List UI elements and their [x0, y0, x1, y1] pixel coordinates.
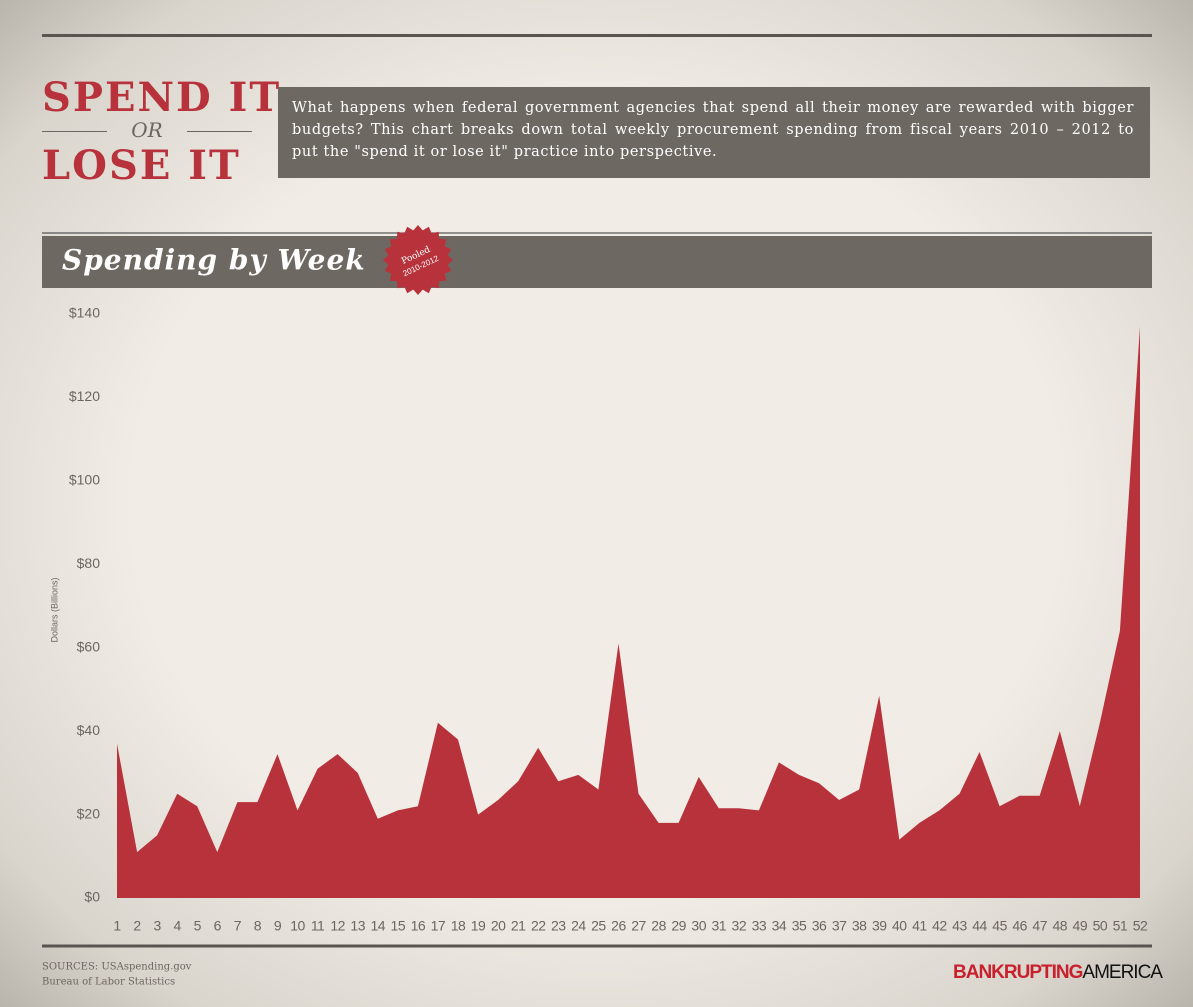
y-tick-label: $40	[77, 722, 101, 738]
x-tick-label: 51	[1113, 918, 1128, 934]
description: What happens when federal government age…	[278, 87, 1150, 178]
x-tick-label: 38	[852, 918, 867, 934]
x-tick-label: 33	[752, 918, 767, 934]
x-tick-label: 1	[113, 918, 121, 934]
title-line1: SPEND IT	[42, 74, 282, 121]
x-tick-label: 17	[431, 918, 446, 934]
y-tick-label: $60	[77, 638, 101, 654]
x-tick-label: 35	[792, 918, 807, 934]
x-tick-label: 37	[832, 918, 847, 934]
y-axis-label: Dollars (Billions)	[49, 577, 59, 642]
x-tick-label: 47	[1032, 918, 1047, 934]
x-tick-label: 25	[591, 918, 606, 934]
title-or: OR	[42, 118, 252, 142]
y-tick-label: $140	[69, 305, 100, 321]
x-tick-label: 30	[691, 918, 706, 934]
x-tick-label: 45	[992, 918, 1007, 934]
x-tick-label: 19	[471, 918, 486, 934]
x-tick-label: 29	[671, 918, 686, 934]
x-tick-label: 31	[711, 918, 726, 934]
banner	[42, 236, 1152, 288]
x-tick-label: 8	[254, 918, 262, 934]
x-tick-label: 6	[214, 918, 222, 934]
x-tick-label: 44	[972, 918, 987, 934]
x-tick-label: 9	[274, 918, 282, 934]
x-tick-label: 41	[912, 918, 927, 934]
x-tick-label: 48	[1052, 918, 1067, 934]
x-tick-label: 49	[1073, 918, 1088, 934]
area	[117, 326, 1140, 898]
x-tick-label: 5	[194, 918, 202, 934]
logo-part: AMERICA	[1082, 962, 1163, 983]
x-tick-label: 40	[892, 918, 907, 934]
x-tick-label: 46	[1012, 918, 1027, 934]
x-tick-label: 34	[772, 918, 787, 934]
x-tick-label: 11	[311, 918, 325, 934]
x-tick-label: 52	[1133, 918, 1148, 934]
x-tick-label: 10	[290, 918, 305, 934]
y-tick-label: $120	[69, 388, 100, 404]
logo: BANKRUPTINGAMERICA	[953, 962, 1163, 983]
x-tick-label: 18	[451, 918, 466, 934]
x-tick-label: 14	[370, 918, 385, 934]
x-tick-label: 2	[133, 918, 141, 934]
badge-star	[383, 225, 453, 295]
x-tick-label: 21	[511, 918, 526, 934]
x-tick-label: 15	[391, 918, 406, 934]
sources: Bureau of Labor Statistics	[42, 977, 175, 988]
y-tick-label: $20	[77, 805, 101, 821]
sources: SOURCES: USAspending.gov	[42, 962, 192, 973]
y-tick-label: $100	[69, 472, 100, 488]
y-tick-label: $0	[84, 889, 100, 905]
logo-part: BANKRUPTING	[953, 962, 1083, 983]
title-line2: LOSE IT	[42, 142, 241, 189]
x-tick-label: 7	[234, 918, 242, 934]
x-tick-label: 24	[571, 918, 586, 934]
chart-title: Spending by Week	[62, 244, 366, 277]
x-tick-label: 43	[952, 918, 967, 934]
x-tick-label: 13	[350, 918, 365, 934]
x-tick-label: 23	[551, 918, 566, 934]
x-tick-label: 36	[812, 918, 827, 934]
x-tick-label: 42	[932, 918, 947, 934]
x-tick-label: 20	[491, 918, 506, 934]
x-tick-label: 32	[732, 918, 747, 934]
top-rule	[42, 34, 1152, 37]
x-tick-label: 27	[631, 918, 646, 934]
x-tick-label: 50	[1093, 918, 1108, 934]
x-tick-label: 26	[611, 918, 626, 934]
x-tick-label: 12	[330, 918, 345, 934]
x-tick-label: 16	[411, 918, 426, 934]
x-tick-label: 28	[651, 918, 666, 934]
x-tick-label: 22	[531, 918, 546, 934]
y-tick-label: $80	[77, 555, 101, 571]
x-tick-label: 4	[174, 918, 182, 934]
x-tick-label: 39	[872, 918, 887, 934]
x-tick-label: 3	[153, 918, 161, 934]
